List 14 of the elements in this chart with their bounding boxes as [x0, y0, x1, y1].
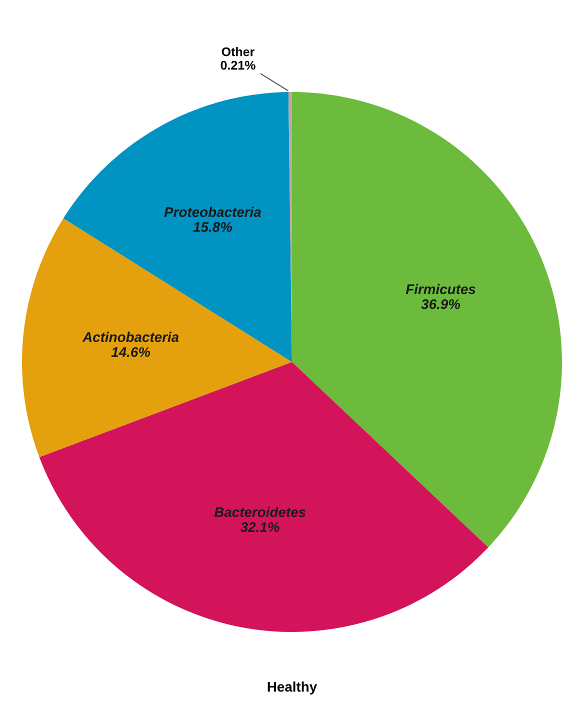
text: Healthy [268, 682, 318, 694]
data-label: 14.6% [111, 347, 150, 357]
slice-label: Other [222, 47, 254, 56]
data-label: 32.1% [240, 522, 280, 532]
slice-label: Bacteroidetes [214, 506, 306, 518]
slice-label: Proteobacteria [164, 206, 261, 217]
slice-label: Actinobacteria [82, 332, 179, 342]
data-label: 36.9% [421, 299, 460, 310]
pie-slice [63, 92, 292, 362]
slice-label: Firmicutes [406, 284, 476, 294]
pie-slice [39, 362, 488, 632]
data-label: 0.21% [220, 60, 256, 70]
pie-slice [22, 218, 292, 458]
data-label: 15.8% [193, 222, 232, 232]
